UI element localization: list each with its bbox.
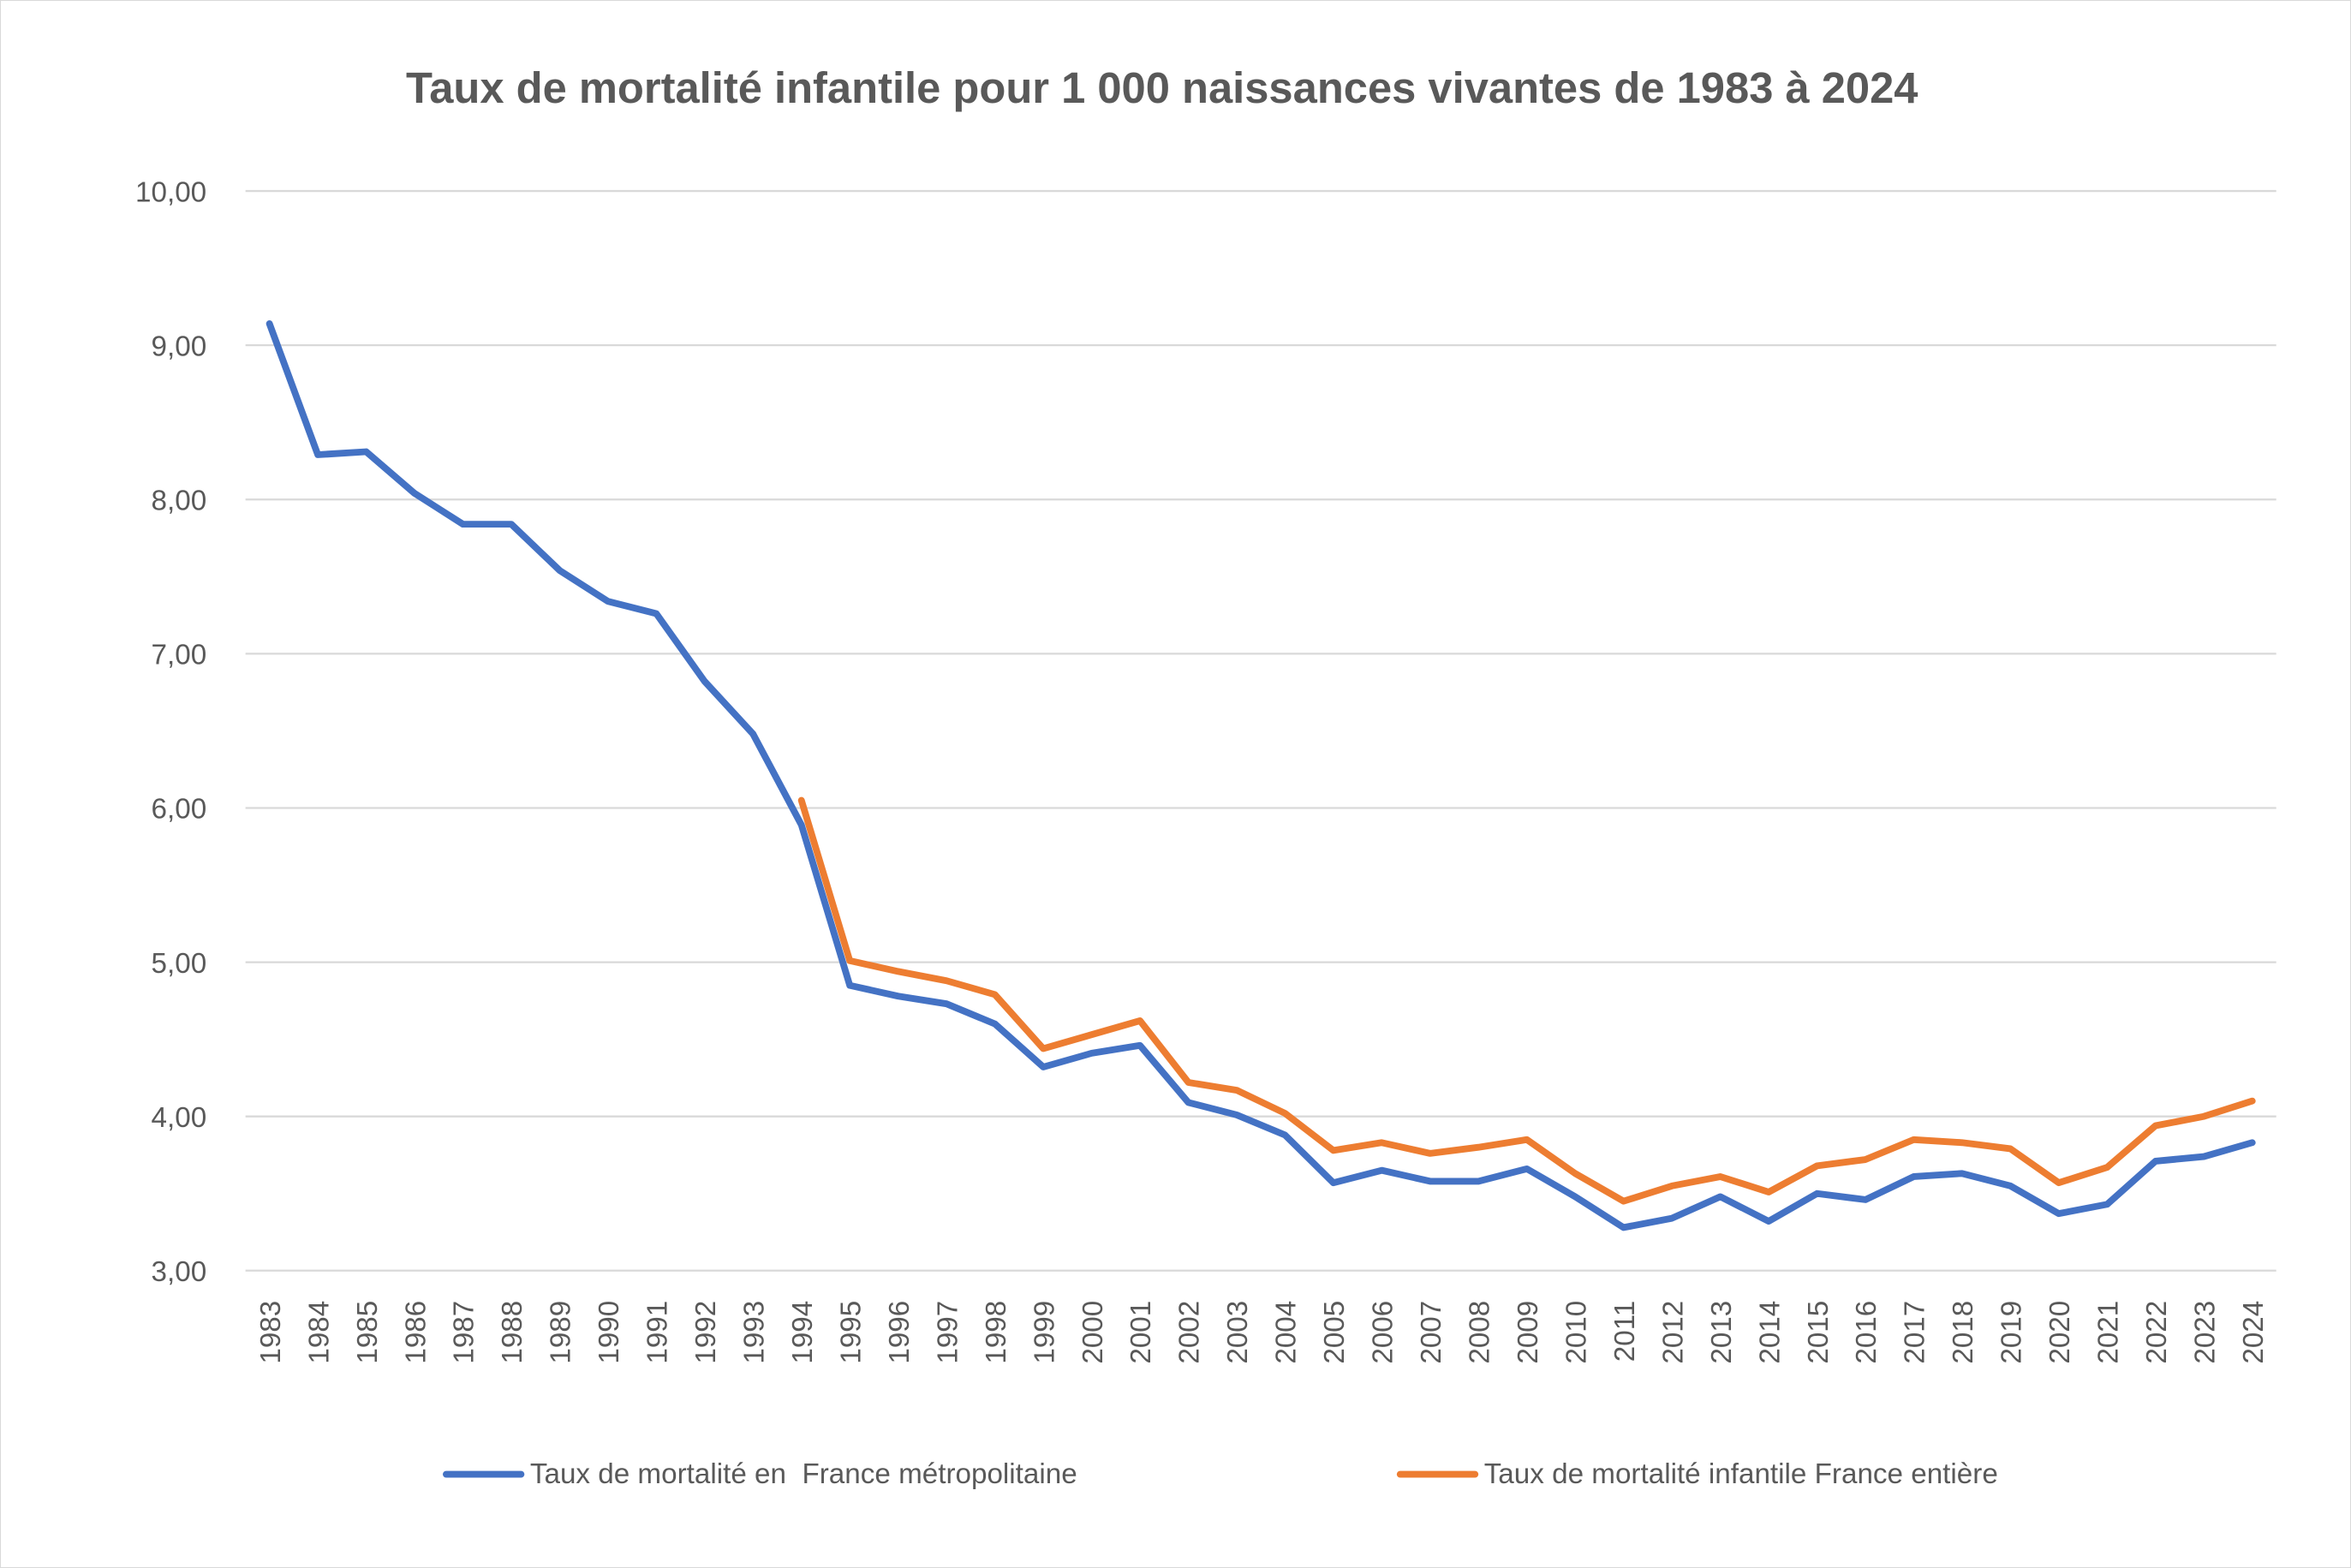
- x-tick-label: 1991: [642, 1301, 674, 1364]
- x-tick-label: 1995: [835, 1301, 867, 1364]
- x-tick-label: 1987: [449, 1301, 480, 1364]
- series-lines: [266, 320, 2256, 1231]
- x-tick-label: 2008: [1465, 1301, 1496, 1364]
- x-tick-label: 2024: [2238, 1301, 2270, 1364]
- x-tick-label: 1994: [787, 1301, 819, 1364]
- legend-label: Taux de mortalité en France métropolitai…: [530, 1458, 1077, 1490]
- chart-title: Taux de mortalité infantile pour 1 000 n…: [406, 63, 1918, 112]
- y-tick-label: 6,00: [152, 794, 207, 826]
- x-tick-label: 1999: [1029, 1301, 1060, 1364]
- x-tick-label: 1998: [981, 1301, 1012, 1364]
- y-tick-label: 8,00: [152, 486, 207, 517]
- x-tick-label: 1988: [497, 1301, 528, 1364]
- x-tick-label: 2013: [1706, 1301, 1738, 1364]
- x-tick-label: 2003: [1222, 1301, 1254, 1364]
- x-tick-label: 1989: [546, 1301, 577, 1364]
- x-tick-label: 2007: [1416, 1301, 1447, 1364]
- x-tick-label: 2022: [2141, 1301, 2173, 1364]
- x-tick-label: 2016: [1851, 1301, 1883, 1364]
- x-tick-label: 2021: [2093, 1301, 2125, 1364]
- x-tick-label: 2010: [1560, 1301, 1592, 1364]
- x-tick-label: 2017: [1900, 1301, 1931, 1364]
- series-line: [266, 320, 2256, 1231]
- series-line: [797, 796, 2256, 1205]
- x-tick-label: 2015: [1803, 1301, 1835, 1364]
- x-tick-label: 1984: [303, 1301, 335, 1364]
- x-tick-label: 2000: [1077, 1301, 1109, 1364]
- legend-label: Taux de mortalité infantile France entiè…: [1484, 1458, 1998, 1490]
- x-tick-label: 2012: [1657, 1301, 1689, 1364]
- x-tick-label: 2001: [1125, 1301, 1157, 1364]
- gridlines: [245, 189, 2276, 1272]
- y-tick-label: 3,00: [152, 1256, 207, 1288]
- x-tick-label: 1997: [932, 1301, 964, 1364]
- y-axis-ticks: 3,00 4,00 5,00 6,00 7,00 8,00 9,00 10,00: [135, 176, 206, 1288]
- x-tick-label: 2004: [1271, 1301, 1303, 1364]
- x-tick-label: 1993: [739, 1301, 771, 1364]
- x-tick-label: 2023: [2189, 1301, 2221, 1364]
- x-tick-label: 2002: [1174, 1301, 1206, 1364]
- x-axis-ticks: 1983 1984 1985 1986 1987 1988 1989 1990 1991 1992…: [255, 1301, 2270, 1364]
- x-tick-label: 2011: [1609, 1301, 1641, 1362]
- y-tick-label: 10,00: [135, 176, 206, 208]
- x-tick-label: 2014: [1754, 1301, 1786, 1364]
- x-tick-label: 1992: [690, 1301, 722, 1364]
- x-tick-label: 2019: [1996, 1301, 2028, 1364]
- x-tick-label: 2005: [1319, 1301, 1351, 1364]
- x-tick-label: 2009: [1513, 1301, 1544, 1364]
- x-tick-label: 1983: [255, 1301, 287, 1364]
- x-tick-label: 1985: [352, 1301, 384, 1364]
- x-tick-label: 2018: [1948, 1301, 1979, 1364]
- y-tick-label: 5,00: [152, 948, 207, 980]
- x-tick-label: 1986: [400, 1301, 432, 1364]
- y-tick-label: 9,00: [152, 331, 207, 362]
- legend: Taux de mortalité en France métropolitai…: [443, 1458, 1998, 1490]
- y-tick-label: 7,00: [152, 640, 207, 671]
- x-tick-label: 2006: [1368, 1301, 1399, 1364]
- x-tick-label: 1990: [594, 1301, 625, 1364]
- y-tick-label: 4,00: [152, 1102, 207, 1134]
- x-tick-label: 2020: [2044, 1301, 2076, 1364]
- x-tick-label: 1996: [884, 1301, 916, 1364]
